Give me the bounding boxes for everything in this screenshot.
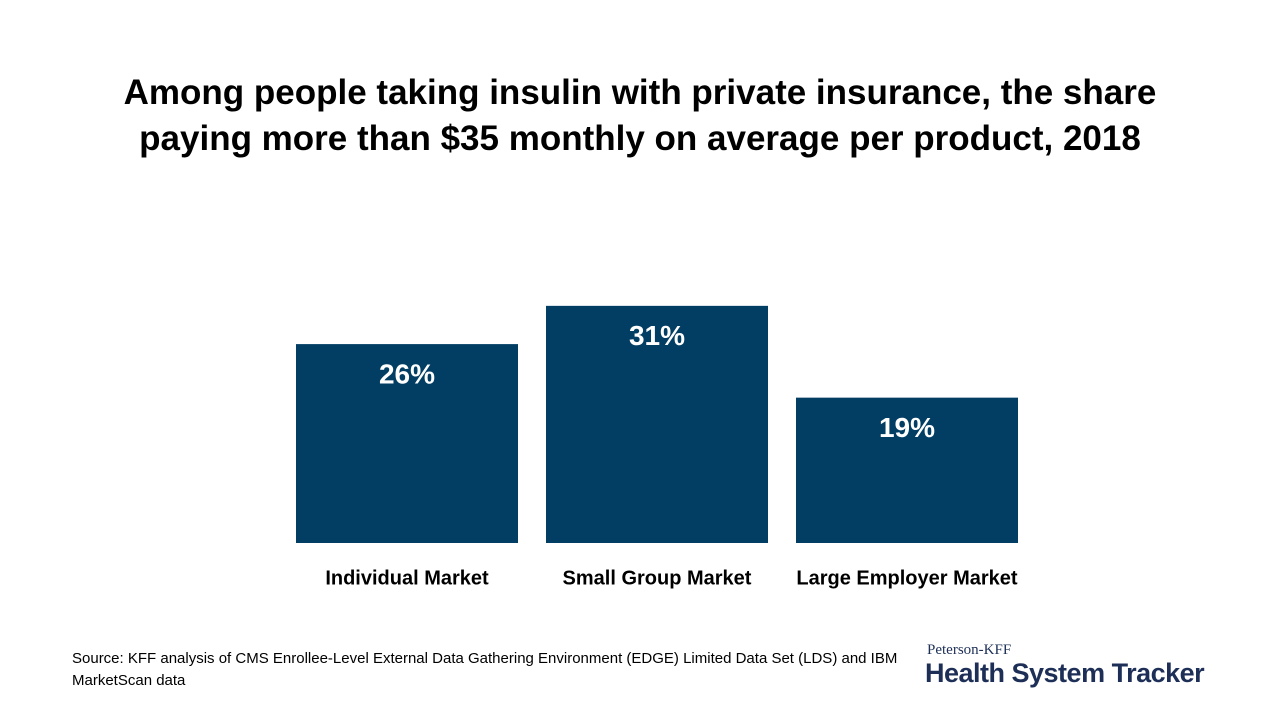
brand-organization: Peterson-KFF xyxy=(927,642,1012,658)
x-tick-label: Individual Market xyxy=(325,567,489,589)
data-label: 31% xyxy=(629,320,685,351)
chart-title: Among people taking insulin with private… xyxy=(123,73,1157,158)
bar xyxy=(796,397,1018,543)
bar xyxy=(296,344,518,543)
source-note: Source: KFF analysis of CMS Enrollee-Lev… xyxy=(72,650,898,689)
data-label: 26% xyxy=(379,358,435,389)
bar xyxy=(546,305,768,543)
x-tick-label: Small Group Market xyxy=(563,567,752,589)
data-label: 19% xyxy=(879,412,935,443)
x-tick-label: Large Employer Market xyxy=(796,567,1018,589)
brand-product: Health System Tracker xyxy=(925,658,1205,688)
